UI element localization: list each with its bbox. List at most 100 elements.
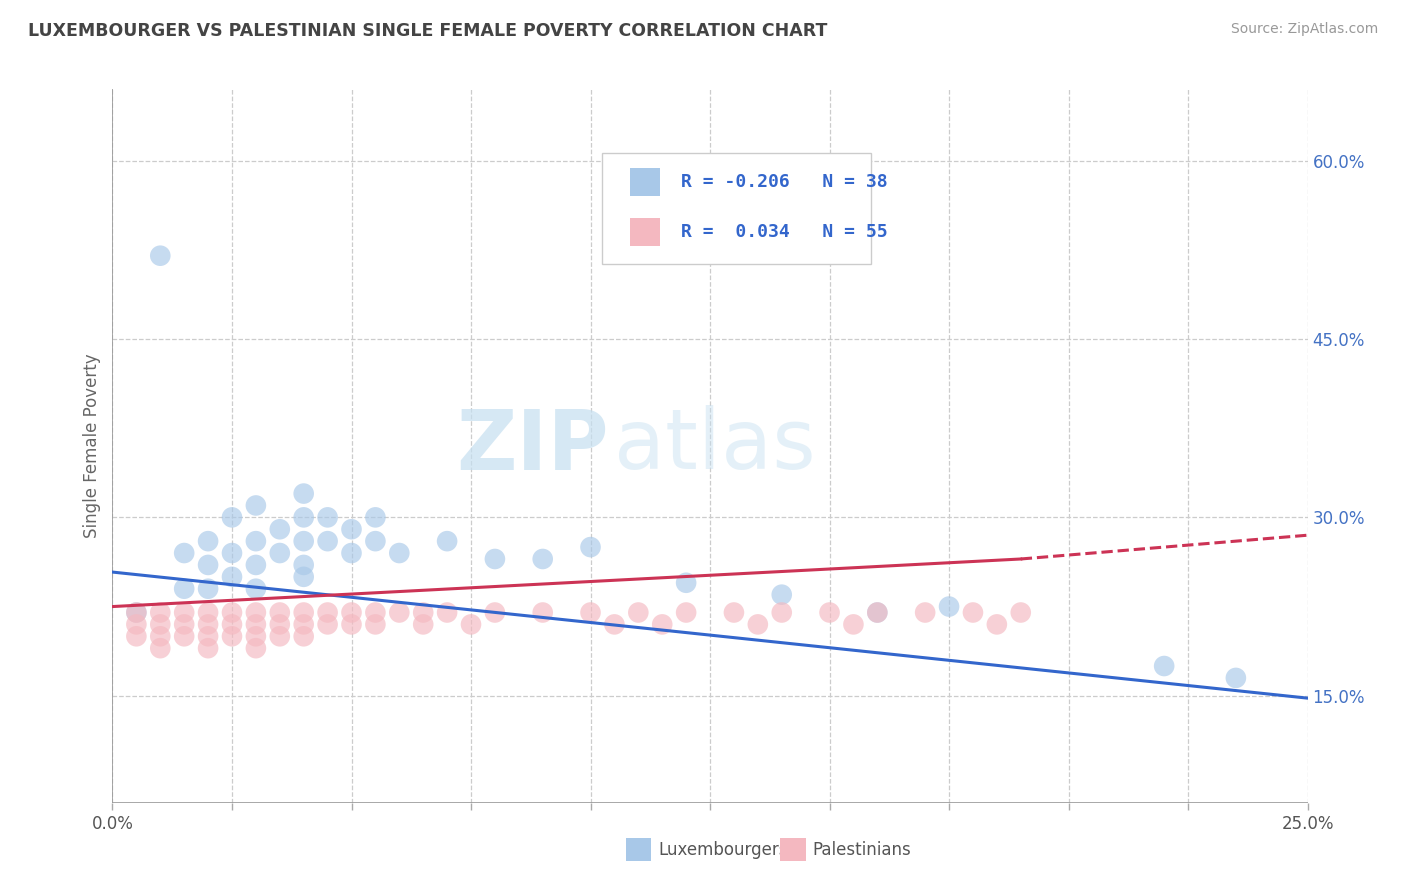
Point [842, 617, 865, 632]
Point [770, 606, 793, 620]
Text: atlas: atlas [614, 406, 815, 486]
Point [412, 606, 434, 620]
Point [292, 510, 315, 524]
Point [436, 606, 458, 620]
Point [866, 606, 889, 620]
FancyBboxPatch shape [602, 153, 872, 264]
Point [125, 617, 148, 632]
Point [340, 546, 363, 560]
Point [173, 629, 195, 643]
Point [460, 617, 482, 632]
Point [149, 641, 172, 656]
Point [603, 617, 626, 632]
Point [292, 570, 315, 584]
Point [316, 534, 339, 549]
Point [221, 629, 243, 643]
Point [388, 546, 411, 560]
Point [723, 606, 745, 620]
Point [221, 606, 243, 620]
Bar [630, 168, 659, 196]
Point [149, 629, 172, 643]
Point [197, 617, 219, 632]
Point [292, 617, 315, 632]
Point [292, 534, 315, 549]
Point [173, 606, 195, 620]
Point [221, 546, 243, 560]
Point [269, 617, 291, 632]
Point [1225, 671, 1247, 685]
Point [412, 617, 434, 632]
Point [579, 540, 602, 554]
Text: ZIP: ZIP [456, 406, 609, 486]
Point [173, 582, 195, 596]
Point [197, 606, 219, 620]
Point [269, 546, 291, 560]
Point [340, 522, 363, 536]
Point [531, 552, 554, 566]
Point [364, 606, 387, 620]
Y-axis label: Single Female Poverty: Single Female Poverty [83, 354, 101, 538]
Point [221, 570, 243, 584]
Point [986, 617, 1008, 632]
Point [962, 606, 984, 620]
Point [245, 558, 267, 572]
Point [292, 486, 315, 500]
Point [316, 606, 339, 620]
Point [125, 606, 148, 620]
Point [197, 582, 219, 596]
Point [675, 575, 697, 590]
Point [316, 617, 339, 632]
Point [149, 249, 172, 263]
Point [269, 606, 291, 620]
Bar [630, 218, 659, 246]
Point [245, 641, 267, 656]
Point [173, 546, 195, 560]
Point [436, 534, 458, 549]
Point [866, 606, 889, 620]
Point [245, 617, 267, 632]
Point [245, 534, 267, 549]
Point [269, 629, 291, 643]
Point [269, 522, 291, 536]
Point [364, 617, 387, 632]
Point [292, 606, 315, 620]
Point [364, 534, 387, 549]
Point [221, 510, 243, 524]
Point [125, 629, 148, 643]
Point [914, 606, 936, 620]
Point [197, 641, 219, 656]
Point [197, 534, 219, 549]
Point [149, 606, 172, 620]
Point [364, 510, 387, 524]
Point [340, 606, 363, 620]
Point [316, 510, 339, 524]
Text: LUXEMBOURGER VS PALESTINIAN SINGLE FEMALE POVERTY CORRELATION CHART: LUXEMBOURGER VS PALESTINIAN SINGLE FEMAL… [28, 22, 828, 40]
Point [173, 617, 195, 632]
Point [245, 499, 267, 513]
Text: Luxembourgers: Luxembourgers [658, 841, 787, 859]
Text: Source: ZipAtlas.com: Source: ZipAtlas.com [1230, 22, 1378, 37]
Point [818, 606, 841, 620]
Point [388, 606, 411, 620]
Point [675, 606, 697, 620]
Point [1153, 659, 1175, 673]
Point [125, 606, 148, 620]
Text: Palestinians: Palestinians [813, 841, 911, 859]
Point [292, 629, 315, 643]
Point [651, 617, 673, 632]
Point [221, 617, 243, 632]
Point [245, 606, 267, 620]
Point [484, 606, 506, 620]
Text: R =  0.034   N = 55: R = 0.034 N = 55 [682, 223, 889, 241]
Point [292, 558, 315, 572]
Point [579, 606, 602, 620]
Point [197, 558, 219, 572]
Text: R = -0.206   N = 38: R = -0.206 N = 38 [682, 173, 889, 191]
Point [770, 588, 793, 602]
Point [747, 617, 769, 632]
Point [627, 606, 650, 620]
Point [484, 552, 506, 566]
Point [340, 617, 363, 632]
Point [197, 629, 219, 643]
Point [938, 599, 960, 614]
